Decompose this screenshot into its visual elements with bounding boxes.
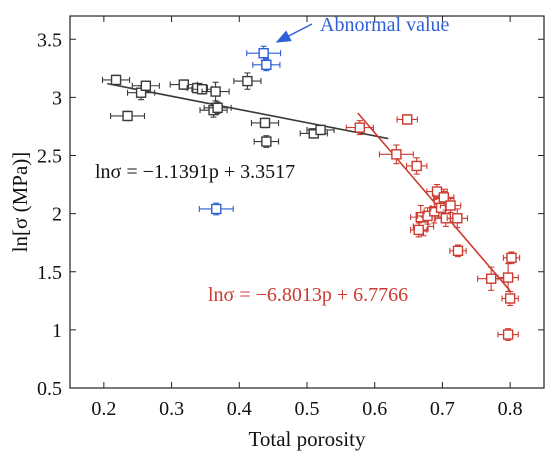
equation-red: lnσ = −6.8013p + 6.7766 <box>208 284 408 306</box>
data-point-marker <box>438 192 449 203</box>
data-point-marker <box>354 122 366 133</box>
y-tick-label: 1.5 <box>37 262 62 284</box>
data-point-marker <box>452 245 464 257</box>
data-point-marker <box>485 273 497 284</box>
x-tick-label: 0.7 <box>430 398 455 420</box>
data-point-marker <box>259 117 271 129</box>
data-point-marker <box>502 272 514 283</box>
data-point-marker <box>212 102 223 114</box>
annotation-abnormal-value: Abnormal value <box>320 14 450 36</box>
data-point-marker <box>210 86 221 97</box>
y-tick-label: 2.5 <box>37 146 62 168</box>
x-axis-title: Total porosity <box>249 427 366 451</box>
data-point-marker <box>411 160 422 172</box>
data-point-marker <box>452 213 463 224</box>
x-tick-label: 0.4 <box>227 398 252 420</box>
data-point-marker <box>315 124 326 136</box>
x-tick-label: 0.3 <box>159 398 184 420</box>
x-tick-label: 0.2 <box>91 398 116 420</box>
data-point-marker <box>504 293 516 304</box>
plot-frame <box>69 15 545 389</box>
data-point-marker <box>445 200 456 211</box>
y-tick-label: 1 <box>52 320 62 342</box>
data-point-marker <box>402 114 413 125</box>
data-point-marker <box>178 79 189 90</box>
y-tick-label: 3 <box>52 87 62 109</box>
series-2 <box>345 114 521 341</box>
data-point-marker <box>413 224 424 236</box>
y-tick-label: 3.5 <box>37 29 62 51</box>
x-tick-label: 0.5 <box>295 398 320 420</box>
data-point-marker <box>140 80 152 91</box>
annotation-arrow <box>275 23 313 43</box>
data-point-marker <box>261 136 272 147</box>
series-1 <box>198 45 282 216</box>
ticks: 0.2 0.3 0.4 0.5 0.6 0.7 0.8 0.5 1 1.5 2 2.5 3 3.5 <box>37 16 544 420</box>
y-axis-title: ln[σ (MPa)] <box>8 152 32 253</box>
data-point-marker <box>431 186 443 197</box>
equation-black: lnσ = −1.1391p + 3.3517 <box>95 161 295 183</box>
x-tick-label: 0.8 <box>498 398 523 420</box>
axes <box>69 15 545 389</box>
x-tick-label: 0.6 <box>362 398 387 420</box>
series-0 <box>101 72 335 148</box>
data-point-marker <box>502 329 514 340</box>
data-point-marker <box>506 252 517 264</box>
abnormal-annotation: Abnormal value <box>275 14 450 43</box>
data-point-marker <box>242 75 253 87</box>
data-point-marker <box>261 59 272 71</box>
data-point-marker <box>110 74 122 86</box>
data-point-marker <box>258 48 269 59</box>
data-point-marker <box>211 203 222 215</box>
y-tick-label: 0.5 <box>37 378 62 400</box>
data-points <box>101 45 521 341</box>
data-point-marker <box>391 149 402 160</box>
fit-lines <box>107 82 511 292</box>
data-point-marker <box>122 110 133 122</box>
y-tick-label: 2 <box>52 204 62 226</box>
